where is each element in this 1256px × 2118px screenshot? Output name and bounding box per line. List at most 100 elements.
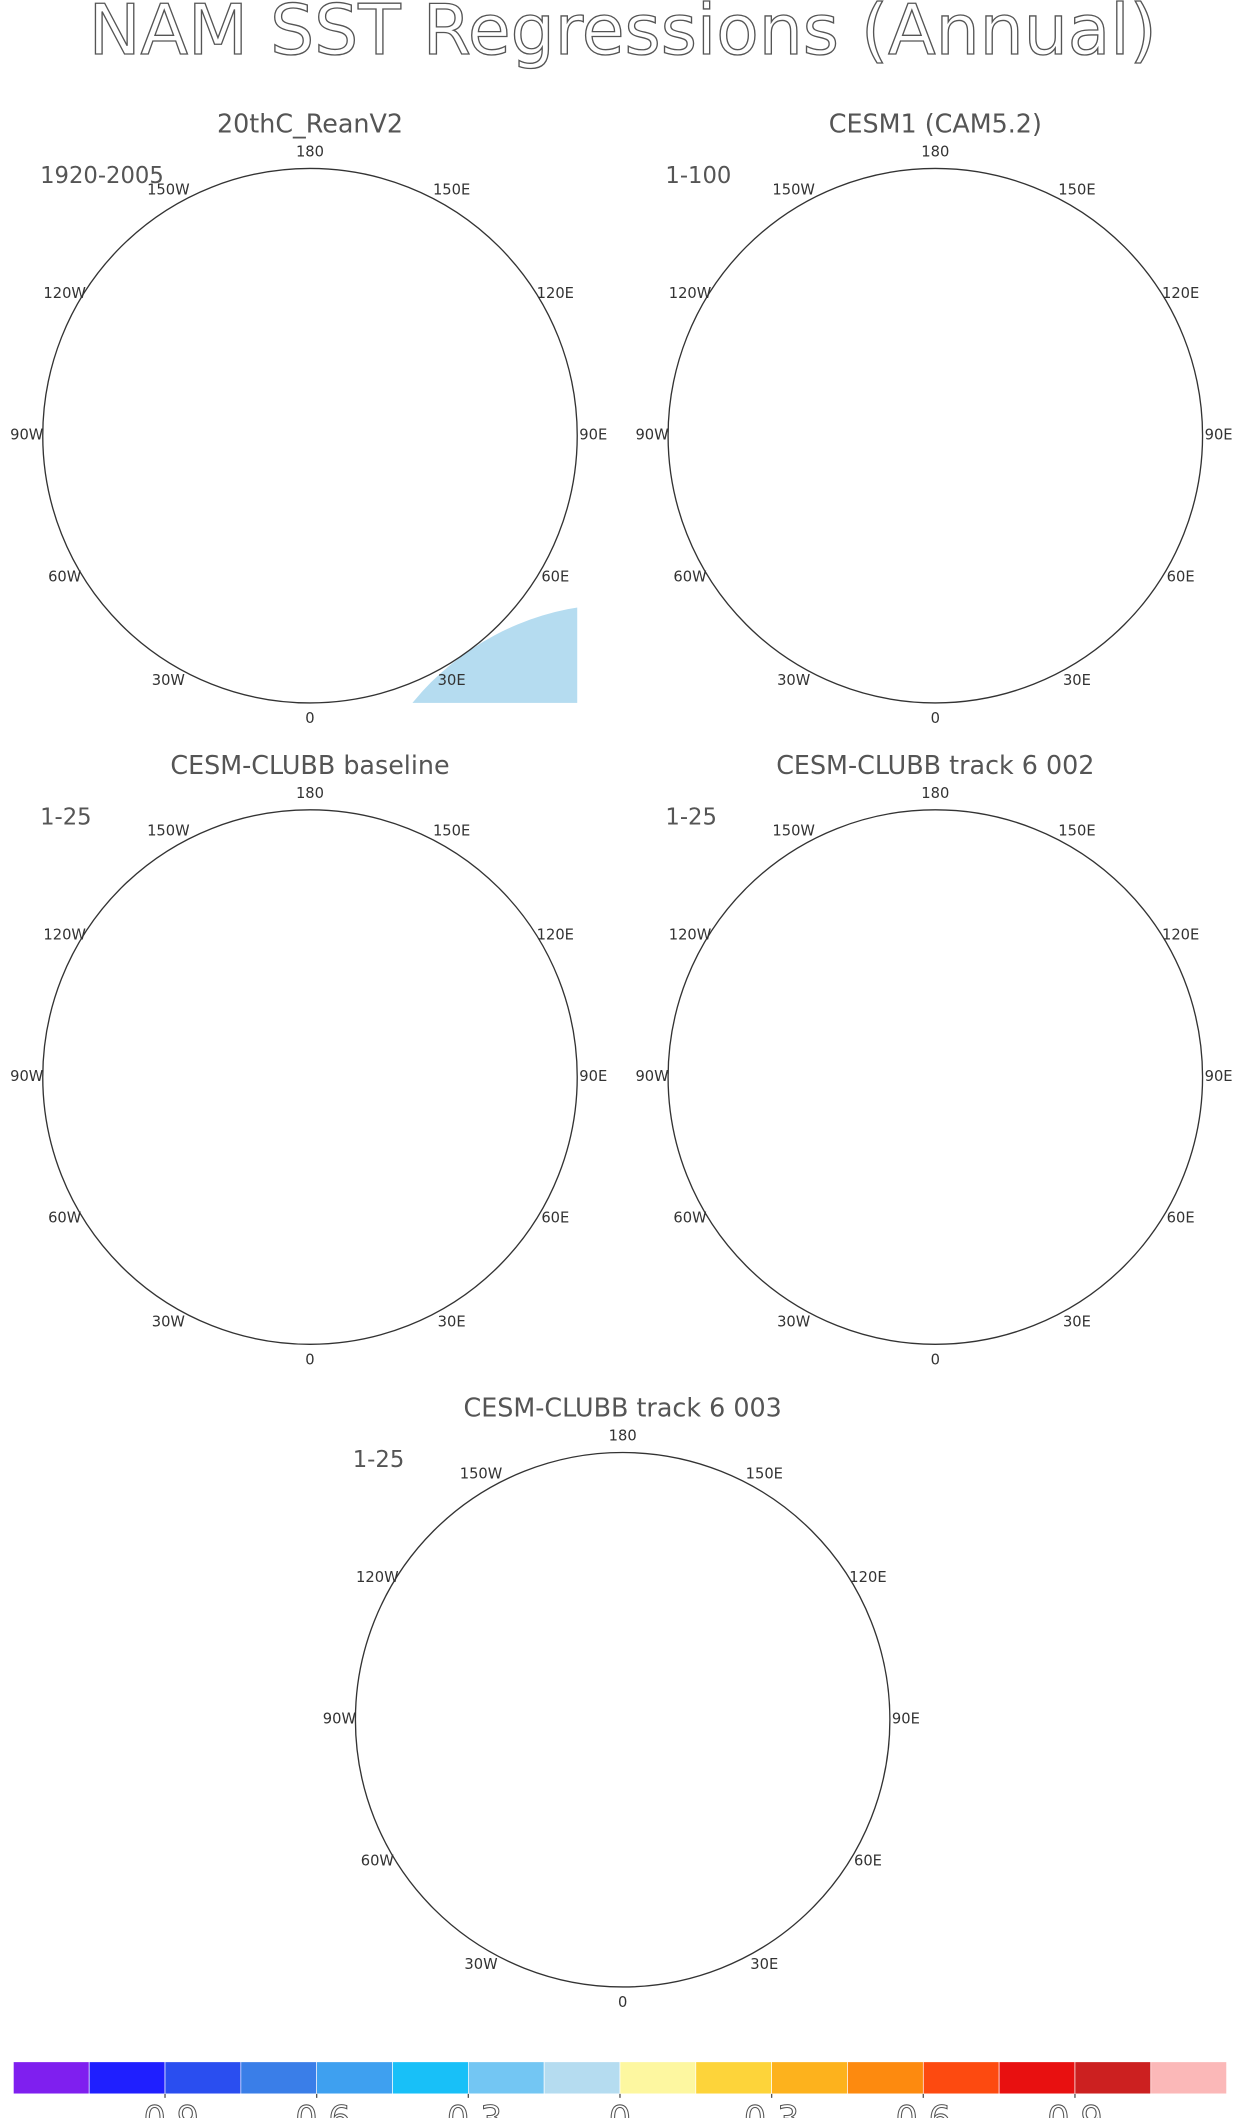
land (230, 1030, 310, 1130)
map (655, 168, 1203, 702)
map (16, 182, 578, 703)
anomaly-region (243, 509, 323, 576)
longitude-label: 120E (537, 285, 574, 302)
anomaly-region (922, 249, 1056, 302)
anomaly-region (43, 903, 257, 1010)
period-label: 1920-2005 (40, 163, 164, 189)
longitude-label: 150W (147, 181, 190, 198)
colorbar-box (316, 2061, 393, 2095)
longitude-label: 60E (541, 1210, 569, 1227)
colorbar-label: -0.6 (283, 2100, 351, 2118)
colorbar-box (922, 2061, 1000, 2095)
anomaly-region (83, 823, 537, 1010)
longitude-label: 30W (152, 672, 186, 689)
longitude-label: 180 (296, 143, 324, 160)
anomaly-region (83, 182, 537, 369)
longitude-label: 90W (10, 1068, 44, 1085)
land (355, 1613, 609, 1793)
longitude-label: 150E (1058, 823, 1095, 840)
colorbar-label: 0.3 (744, 2100, 799, 2118)
colorbar-box (240, 2061, 318, 2095)
longitude-label: 60W (48, 568, 82, 585)
longitude-label: 90E (579, 427, 607, 444)
colorbar-box (1150, 2061, 1227, 2095)
longitude-label: 120E (849, 1569, 886, 1586)
land (855, 389, 935, 489)
anomaly-region (529, 1767, 609, 1834)
longitude-label: 90W (323, 1711, 357, 1728)
land (352, 604, 578, 651)
period-label: 1-25 (40, 804, 92, 830)
colorbar-label: -0.3 (434, 2100, 502, 2118)
longitude-label: 120E (537, 926, 574, 943)
anomaly-region (476, 1827, 583, 1880)
colorbar-label: 0 (609, 2100, 631, 2118)
colorbar-box (392, 2061, 469, 2095)
longitude-label: 60W (673, 568, 707, 585)
colorbar-box (1074, 2061, 1152, 2095)
longitude-label: 120W (669, 285, 712, 302)
land (283, 903, 577, 1290)
longitude-label: 0 (931, 1351, 940, 1368)
anomaly-region (815, 1130, 922, 1210)
anomaly-region (668, 903, 882, 1010)
colorbar-box (998, 2061, 1076, 2095)
panel-title: CESM-CLUBB track 6 003 (464, 1393, 782, 1423)
period-label: 1-25 (353, 1447, 405, 1473)
land (1054, 1093, 1070, 1141)
anomaly-region (668, 222, 802, 436)
anomaly-region (542, 1501, 649, 1538)
map-border (667, 809, 1204, 1345)
anomaly-region (828, 202, 1095, 322)
longitude-label: 120E (1162, 285, 1199, 302)
colorbar-box (847, 2061, 924, 2095)
anomaly-region (83, 1171, 243, 1251)
anomaly-region (16, 462, 257, 622)
longitude-label: 180 (609, 1427, 637, 1444)
longitude-label: 150W (772, 181, 815, 198)
longitude-label: 60E (854, 1852, 882, 1869)
longitude-label: 60E (1167, 568, 1195, 585)
longitude-label: 30W (777, 1313, 811, 1330)
longitude-label: 150W (772, 823, 815, 840)
longitude-label: 90W (10, 427, 44, 444)
figure-title: NAM SST Regressions (Annual) (89, 0, 1157, 71)
map (355, 1453, 889, 1987)
longitude-label: 120W (669, 926, 712, 943)
land (855, 1030, 935, 1130)
anomaly-region (708, 1171, 868, 1251)
land (596, 1546, 890, 1933)
land (43, 329, 297, 509)
panel-title: CESM-CLUBB baseline (170, 750, 449, 780)
anomaly-region (216, 938, 350, 975)
anomaly-region (828, 938, 962, 975)
longitude-label: 30W (152, 1313, 186, 1330)
land (542, 1673, 622, 1773)
longitude-label: 90W (635, 427, 669, 444)
anomaly-region (748, 188, 1149, 388)
land (909, 262, 1203, 649)
land (429, 1093, 445, 1141)
longitude-label: 120W (43, 926, 86, 943)
anomaly-region (243, 870, 377, 937)
ocean (352, 604, 578, 703)
longitude-label: 30E (438, 1313, 466, 1330)
longitude-label: 150E (433, 823, 470, 840)
land (909, 903, 1203, 1290)
land (230, 389, 310, 489)
map-border (42, 809, 578, 1345)
longitude-label: 30E (438, 672, 466, 689)
period-label: 1-100 (665, 163, 731, 189)
longitude-label: 180 (296, 785, 324, 802)
ocean (355, 1453, 889, 1987)
longitude-label: 30E (1063, 672, 1091, 689)
anomaly-region (628, 1768, 671, 1805)
land (668, 329, 922, 509)
longitude-label: 90E (892, 1711, 920, 1728)
longitude-label: 90E (1205, 1068, 1233, 1085)
longitude-label: 0 (618, 1994, 627, 2011)
land (668, 970, 922, 1150)
longitude-label: 150W (460, 1465, 503, 1482)
longitude-label: 0 (305, 1351, 314, 1368)
colorbar-box (543, 2061, 621, 2095)
